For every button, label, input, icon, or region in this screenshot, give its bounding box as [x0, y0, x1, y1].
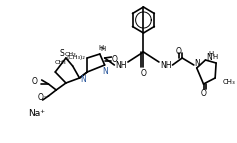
Text: H: H — [98, 45, 103, 51]
Text: O: O — [141, 69, 146, 79]
Text: NH: NH — [115, 60, 127, 69]
Text: H: H — [100, 46, 105, 52]
Text: NH: NH — [160, 60, 171, 69]
Text: H: H — [209, 51, 214, 57]
Text: Na⁺: Na⁺ — [28, 109, 45, 118]
Text: N: N — [102, 67, 108, 77]
Text: S: S — [60, 49, 64, 58]
Text: O: O — [175, 47, 181, 56]
Text: O: O — [201, 89, 206, 98]
Text: (CH₃)₂: (CH₃)₂ — [66, 55, 85, 60]
Text: O: O — [32, 78, 38, 87]
Text: N: N — [81, 76, 86, 85]
Text: CH₃: CH₃ — [54, 59, 66, 64]
Text: CH₃: CH₃ — [65, 52, 77, 57]
Text: CH₃: CH₃ — [223, 79, 236, 85]
Text: O: O — [111, 55, 117, 64]
Text: H: H — [213, 54, 218, 60]
Text: N: N — [206, 52, 212, 61]
Text: O⁻: O⁻ — [38, 94, 48, 103]
Text: N: N — [194, 58, 200, 67]
